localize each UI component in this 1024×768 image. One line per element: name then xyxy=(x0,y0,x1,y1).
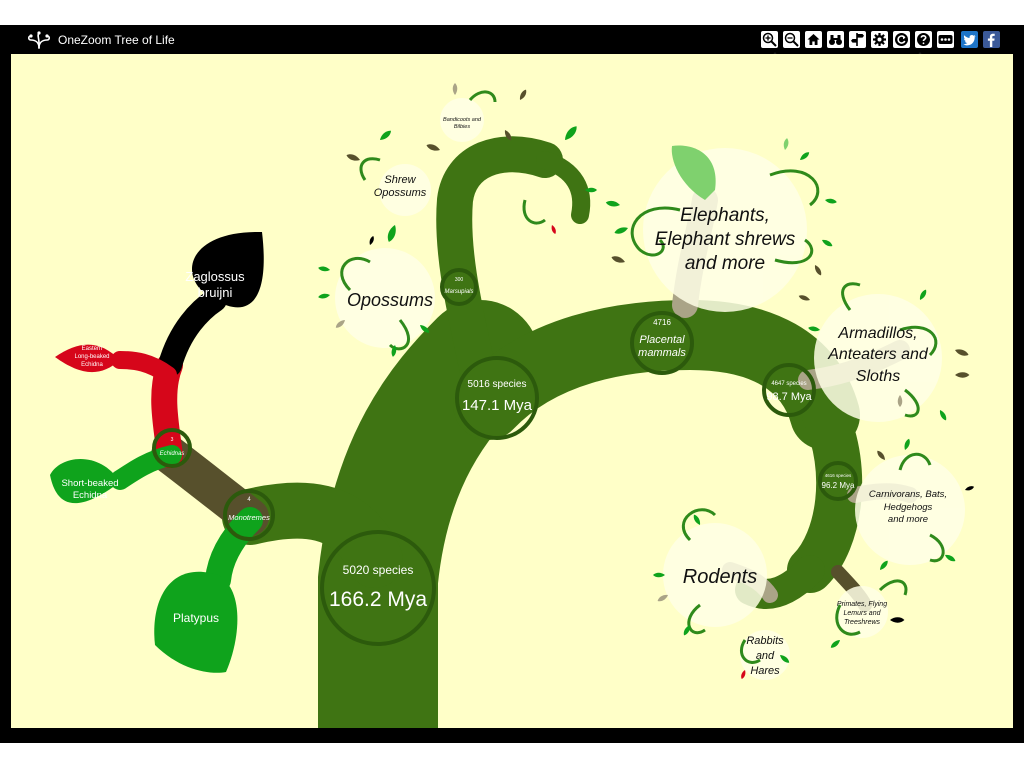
label-short-2: Echidna xyxy=(73,490,108,501)
search-button[interactable] xyxy=(827,31,844,48)
placental-label-2: mammals xyxy=(638,347,686,359)
branch-zaglossus[interactable] xyxy=(158,288,227,377)
branch-eastern-echidna[interactable] xyxy=(111,351,177,384)
label-rabbits-1[interactable]: Rabbits xyxy=(746,635,784,647)
tour-button[interactable] xyxy=(849,31,866,48)
zoom-in-icon xyxy=(762,32,777,47)
label-short-1: Short-beaked xyxy=(61,478,118,489)
node-p2[interactable] xyxy=(818,461,858,501)
branch-boreoeutheria[interactable] xyxy=(787,392,863,593)
node-p1[interactable] xyxy=(762,363,816,417)
therians-age: 147.1 Mya xyxy=(462,397,533,414)
node-root[interactable] xyxy=(320,530,436,646)
label-elephants-2[interactable]: Elephant shrews xyxy=(655,229,796,250)
placental-label-1: Placental xyxy=(639,334,685,346)
label-primates-1[interactable]: Primates, Flying xyxy=(837,601,887,608)
leaf-platypus[interactable] xyxy=(154,571,238,673)
more-icon xyxy=(938,35,953,44)
p1-species: 4647 species xyxy=(771,381,806,387)
label-shrew-opossums-2[interactable]: Opossums xyxy=(374,187,427,199)
label-carnivorans-3[interactable]: and more xyxy=(888,514,928,525)
label-primates-2[interactable]: Lemurs and xyxy=(844,610,882,617)
help-button[interactable] xyxy=(915,31,932,48)
zoom-in-button[interactable] xyxy=(761,31,778,48)
binoculars-icon xyxy=(829,35,842,45)
gear-icon xyxy=(873,33,886,46)
facebook-button[interactable] xyxy=(983,31,1000,48)
signpost-icon xyxy=(851,33,864,46)
label-zaglossus-1: Zaglossus xyxy=(185,269,245,284)
leaf-zaglossus[interactable] xyxy=(191,231,264,308)
therians-species: 5016 species xyxy=(468,379,527,390)
reset-button[interactable] xyxy=(893,31,910,48)
leaf-short-beaked[interactable] xyxy=(50,458,120,504)
question-icon xyxy=(917,33,930,46)
placental-species: 4716 xyxy=(653,318,671,327)
label-bandicoots-2[interactable]: Bilbies xyxy=(454,124,470,130)
label-zaglossus-2: bruijni xyxy=(198,285,233,300)
facebook-icon xyxy=(987,33,995,47)
tree-of-life-view[interactable]: 5020 species 166.2 Mya 5016 species 147.… xyxy=(11,54,1013,728)
p1-age: 98.7 Mya xyxy=(766,391,812,403)
settings-button[interactable] xyxy=(871,31,888,48)
monotremes-label: Monotremes xyxy=(228,513,270,522)
label-eastern-2: Long-beaked xyxy=(74,354,109,360)
node-placental[interactable] xyxy=(630,311,694,375)
label-rabbits-3[interactable]: Hares xyxy=(750,665,780,677)
onezoom-logo-icon xyxy=(27,31,51,49)
label-carnivorans-1[interactable]: Carnivorans, Bats, xyxy=(869,489,947,500)
node-echidnas[interactable] xyxy=(152,428,192,468)
label-eastern-3: Echidna xyxy=(81,362,103,368)
zoom-out-button[interactable] xyxy=(783,31,800,48)
app-title: OneZoom Tree of Life xyxy=(58,33,175,47)
label-rabbits-2[interactable]: and xyxy=(756,650,775,662)
label-bandicoots-1[interactable]: Bandicoots and xyxy=(443,117,482,123)
label-primates-3[interactable]: Treeshrews xyxy=(844,619,881,626)
tree-canvas[interactable]: 5020 species 166.2 Mya 5016 species 147.… xyxy=(11,54,1013,728)
label-elephants-1[interactable]: Elephants, xyxy=(680,205,770,226)
more-button[interactable] xyxy=(937,31,954,48)
twitter-icon xyxy=(963,34,976,46)
twitter-button[interactable] xyxy=(961,31,978,48)
label-shrew-opossums-1[interactable]: Shrew xyxy=(384,174,416,186)
label-rodents[interactable]: Rodents xyxy=(683,566,758,588)
echidnas-label: Echidnas xyxy=(160,451,185,457)
branch-marsupials[interactable] xyxy=(436,136,563,413)
branch-platypus[interactable] xyxy=(205,507,263,593)
zoom-out-icon xyxy=(784,32,799,47)
refresh-icon xyxy=(895,33,908,46)
twig-spirals xyxy=(340,90,945,664)
p2-species: 4616 species xyxy=(825,473,852,478)
leaf-eastern-echidna[interactable] xyxy=(55,344,120,373)
label-carnivorans-2[interactable]: Hedgehogs xyxy=(884,502,933,513)
branch-short-beaked[interactable] xyxy=(110,445,182,490)
label-eastern-1: Eastern xyxy=(82,346,103,352)
label-armadillos-2[interactable]: Anteaters and xyxy=(827,346,929,363)
root-species: 5020 species xyxy=(343,563,414,577)
monotremes-species: 4 xyxy=(247,497,251,503)
node-monotremes[interactable] xyxy=(223,489,275,541)
marsupials-species: 300 xyxy=(455,277,464,283)
echidnas-species: 3 xyxy=(171,437,174,443)
node-marsupials[interactable] xyxy=(440,268,478,306)
label-elephants-3[interactable]: and more xyxy=(685,253,765,274)
label-armadillos-1[interactable]: Armadillos, xyxy=(837,325,917,342)
node-therians[interactable] xyxy=(455,356,539,440)
clade-halos xyxy=(335,98,965,680)
marsupials-label: Marsupials xyxy=(444,289,473,295)
branch-marsupials-2[interactable] xyxy=(536,151,591,224)
home-icon xyxy=(807,34,820,45)
label-platypus: Platypus xyxy=(173,611,219,625)
root-age: 166.2 Mya xyxy=(329,588,427,611)
home-button[interactable] xyxy=(805,31,822,48)
label-opossums[interactable]: Opossums xyxy=(347,290,433,310)
p2-age: 96.2 Mya xyxy=(822,481,855,490)
leaf-elephants-big[interactable] xyxy=(671,145,716,200)
label-armadillos-3[interactable]: Sloths xyxy=(856,368,900,385)
